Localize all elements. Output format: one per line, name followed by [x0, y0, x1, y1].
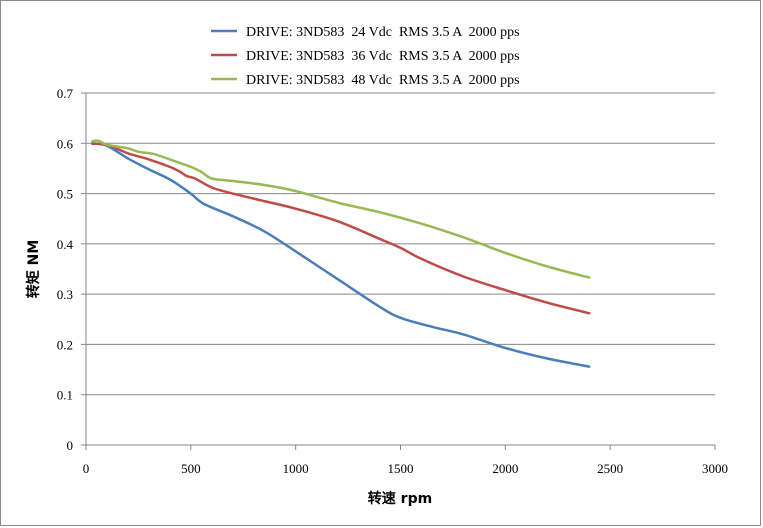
series-line-0 [91, 142, 591, 368]
y-tick-label-6: 0.6 [57, 136, 74, 151]
series-line-2 [91, 139, 591, 279]
series-line-1 [91, 142, 591, 315]
y-tick-label-1: 0.1 [57, 388, 73, 403]
legend: DRIVE: 3ND583 24 Vdc RMS 3.5 A 2000 pps D… [211, 25, 520, 88]
x-tick-label-2: 1000 [283, 461, 309, 476]
x-tick-label-5: 2500 [597, 461, 623, 476]
y-tick-label-4: 0.4 [57, 237, 74, 252]
legend-label-0: DRIVE: 3ND583 24 Vdc RMS 3.5 A 2000 pps [246, 25, 520, 40]
y-axis-title: 转矩 NM [25, 240, 42, 299]
legend-label-2: DRIVE: 3ND583 48 Vdc RMS 3.5 A 2000 pps [246, 73, 520, 88]
y-tick-label-0: 0 [67, 438, 74, 453]
series-lines [91, 139, 591, 368]
x-axis-title: 转速 rpm [368, 490, 432, 507]
gridlines [86, 92, 715, 396]
y-tick-label-3: 0.3 [57, 287, 73, 302]
x-tick-label-4: 2000 [492, 461, 518, 476]
y-tick-label-7: 0.7 [57, 86, 74, 101]
x-tick-label-6: 3000 [702, 461, 728, 476]
y-tick-label-5: 0.5 [57, 187, 73, 202]
x-tick-label-3: 1500 [388, 461, 414, 476]
y-tick-label-2: 0.2 [57, 337, 73, 352]
x-tick-label-0: 0 [83, 461, 90, 476]
legend-label-1: DRIVE: 3ND583 36 Vdc RMS 3.5 A 2000 pps [246, 49, 520, 64]
axes: 0 0.1 0.2 0.3 0.4 0.5 0.6 0.7 0 500 1000 1500 2000 25… [57, 86, 728, 476]
x-tick-label-1: 500 [181, 461, 201, 476]
